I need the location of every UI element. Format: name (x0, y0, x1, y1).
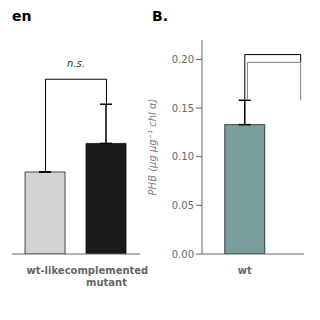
svg-text:n.s.: n.s. (67, 58, 85, 69)
svg-text:wt-like: wt-like (26, 265, 64, 276)
svg-text:PHB (μg μg⁻¹ chl α): PHB (μg μg⁻¹ chl α) (148, 99, 158, 196)
svg-text:0.20: 0.20 (172, 54, 194, 65)
svg-text:wt: wt (238, 265, 252, 276)
svg-text:0.00: 0.00 (172, 249, 194, 260)
svg-text:0.10: 0.10 (172, 151, 194, 162)
html-text:B.: B. (152, 8, 168, 24)
svg-text:complementedmutant: complementedmutant (65, 265, 148, 288)
svg-text:0.05: 0.05 (172, 200, 194, 211)
html-text:en: en (12, 8, 32, 24)
svg-text:0.15: 0.15 (172, 103, 194, 114)
